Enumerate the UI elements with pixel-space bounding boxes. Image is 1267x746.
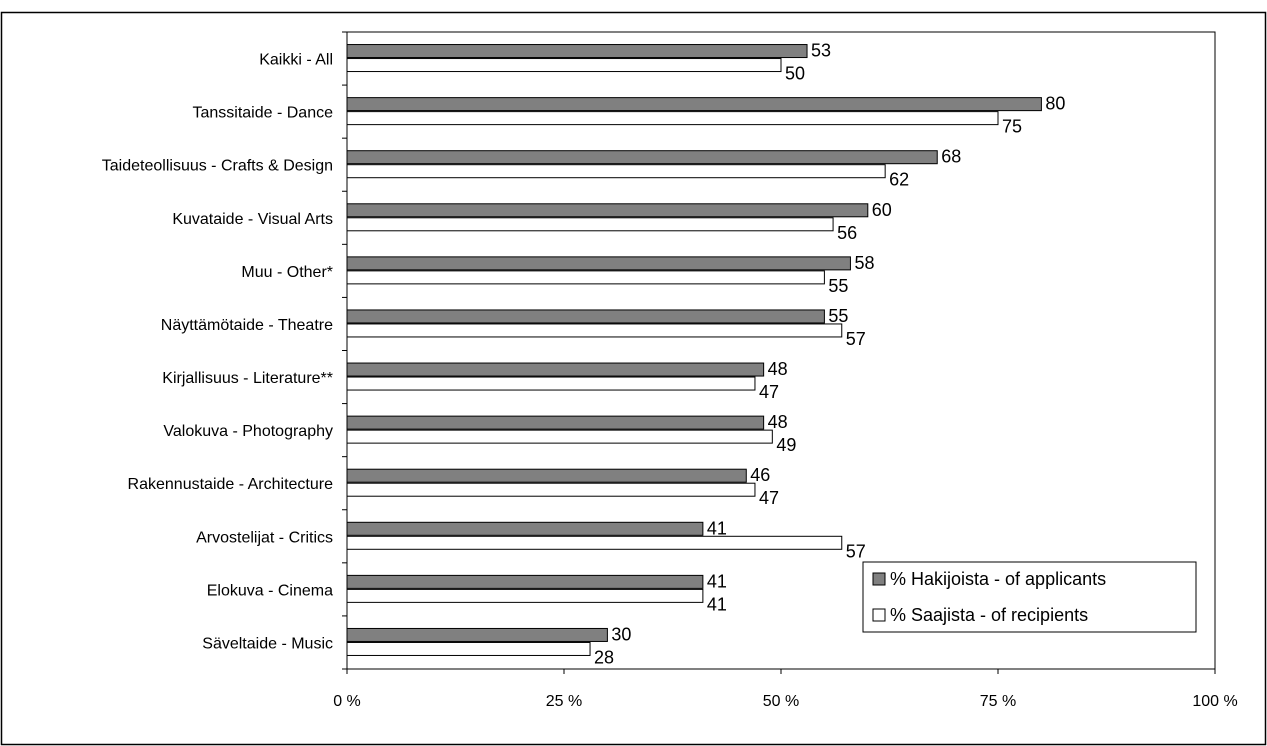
category-label: Kaikki - All — [259, 52, 333, 69]
value-label-recipients: 57 — [846, 541, 866, 561]
x-tick-label: 25 % — [546, 693, 582, 710]
value-label-applicants: 60 — [872, 200, 892, 220]
value-label-recipients: 75 — [1002, 117, 1022, 137]
bar-applicants — [346, 44, 808, 59]
value-label-applicants: 46 — [750, 465, 770, 485]
category-label: Arvostelijat - Critics — [196, 529, 333, 546]
legend-box — [862, 561, 1197, 633]
category-label: Kirjallisuus - Literature** — [162, 370, 333, 387]
category-label: Säveltaide - Music — [202, 635, 333, 652]
bar-recipients — [346, 376, 756, 391]
value-label-applicants: 41 — [707, 571, 727, 591]
bar-recipients — [346, 217, 834, 232]
category-label: Valokuva - Photography — [163, 423, 333, 440]
bar-recipients — [346, 58, 782, 73]
value-label-recipients: 57 — [846, 329, 866, 349]
category-label: Muu - Other* — [241, 264, 333, 281]
bar-recipients — [346, 111, 999, 126]
bar-recipients — [346, 482, 756, 497]
legend: % Hakijoista - of applicants % Saajista … — [862, 561, 1197, 633]
category-label: Elokuva - Cinema — [207, 582, 333, 599]
legend-label-applicants: % Hakijoista - of applicants — [890, 569, 1106, 589]
bar-applicants — [346, 150, 938, 165]
value-label-recipients: 55 — [828, 276, 848, 296]
value-label-applicants: 48 — [768, 359, 788, 379]
value-label-recipients: 41 — [707, 594, 727, 614]
bar-recipients — [346, 270, 825, 285]
value-label-applicants: 30 — [611, 624, 631, 644]
value-label-recipients: 49 — [776, 435, 796, 455]
bar-recipients — [346, 588, 704, 603]
value-label-recipients: 47 — [759, 382, 779, 402]
x-tick-label: 0 % — [333, 693, 361, 710]
bar-applicants — [346, 415, 765, 430]
bar-applicants — [346, 574, 704, 589]
category-label: Kuvataide - Visual Arts — [172, 211, 333, 228]
value-label-applicants: 41 — [707, 518, 727, 538]
value-label-recipients: 50 — [785, 64, 805, 84]
category-label: Rakennustaide - Architecture — [128, 476, 334, 493]
value-label-recipients: 28 — [594, 647, 614, 667]
bar-applicants — [346, 97, 1042, 112]
value-label-recipients: 56 — [837, 223, 857, 243]
value-label-applicants: 53 — [811, 41, 831, 61]
legend-swatch-recipients — [872, 608, 886, 622]
axis-ticks-layer: Kaikki - All Tanssitaide - Dance Taideteol… — [102, 31, 1238, 710]
x-tick-label: 100 % — [1192, 693, 1237, 710]
bar-recipients — [346, 429, 773, 444]
value-label-applicants: 48 — [768, 412, 788, 432]
bar-applicants — [346, 309, 825, 324]
value-label-applicants: 68 — [941, 147, 961, 167]
x-tick-label: 50 % — [763, 693, 799, 710]
bar-recipients — [346, 535, 843, 550]
bar-applicants — [346, 627, 608, 642]
bar-applicants — [346, 362, 765, 377]
bar-applicants — [346, 256, 851, 271]
value-label-recipients: 47 — [759, 488, 779, 508]
value-label-recipients: 62 — [889, 170, 909, 190]
bar-recipients — [346, 323, 843, 338]
category-label: Näyttämötaide - Theatre — [161, 317, 333, 334]
value-label-applicants: 55 — [828, 306, 848, 326]
x-tick-label: 75 % — [980, 693, 1016, 710]
legend-label-recipients: % Saajista - of recipients — [890, 605, 1088, 625]
value-label-applicants: 58 — [854, 253, 874, 273]
bar-recipients — [346, 164, 886, 179]
value-label-applicants: 80 — [1045, 94, 1065, 114]
category-label: Tanssitaide - Dance — [192, 105, 333, 122]
legend-swatch-applicants — [872, 572, 886, 586]
bar-recipients — [346, 641, 591, 656]
bar-applicants — [346, 468, 747, 483]
bars-layer: 53 50 80 75 68 62 60 56 58 55 55 57 48 47 48 49 46 47 41 57… — [346, 41, 1065, 667]
bar-applicants — [346, 203, 869, 218]
bar-applicants — [346, 521, 704, 536]
category-label: Taideteollisuus - Crafts & Design — [102, 158, 333, 175]
